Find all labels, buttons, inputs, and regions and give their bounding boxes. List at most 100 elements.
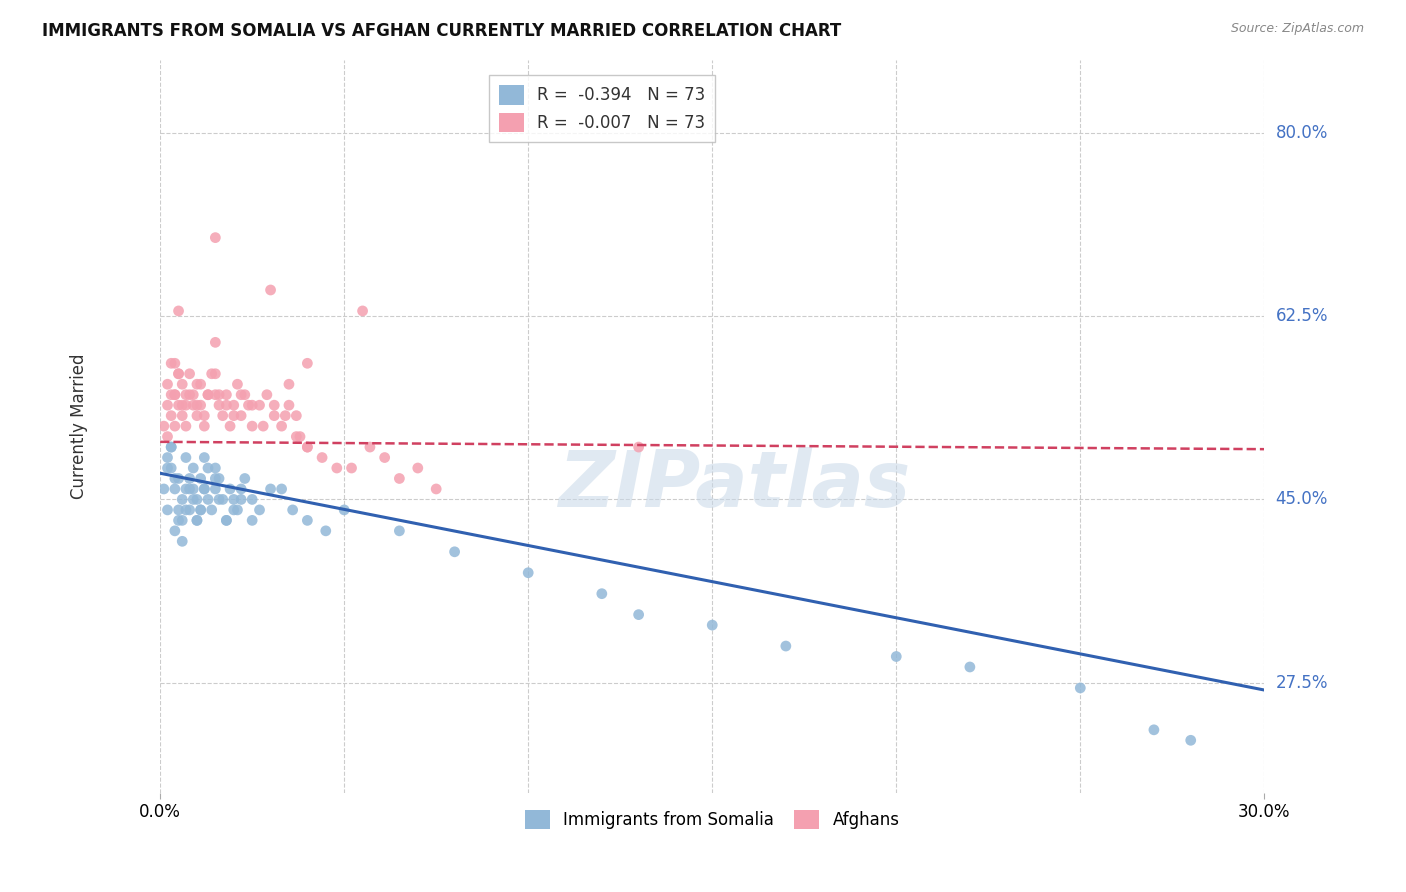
Point <box>627 440 650 454</box>
Point <box>211 492 233 507</box>
Point <box>226 377 249 392</box>
Point <box>240 419 263 434</box>
Point <box>281 503 304 517</box>
Point <box>163 482 186 496</box>
Point <box>179 471 201 485</box>
Text: Source: ZipAtlas.com: Source: ZipAtlas.com <box>1230 22 1364 36</box>
Point <box>256 388 278 402</box>
Point <box>204 230 226 244</box>
Point <box>172 534 194 549</box>
Point <box>263 409 285 423</box>
Point <box>193 450 215 465</box>
Point <box>425 482 447 496</box>
Point <box>215 513 238 527</box>
Point <box>333 503 356 517</box>
Point <box>1069 681 1091 695</box>
Point <box>215 388 238 402</box>
Point <box>172 409 194 423</box>
Point <box>163 524 186 538</box>
Point <box>172 377 194 392</box>
Point <box>156 429 179 443</box>
Point <box>233 471 256 485</box>
Point <box>702 618 724 632</box>
Point <box>204 388 226 402</box>
Point <box>156 377 179 392</box>
Point <box>193 409 215 423</box>
Point <box>215 513 238 527</box>
Point <box>167 503 190 517</box>
Point <box>352 304 374 318</box>
Point <box>222 492 245 507</box>
Point <box>167 367 190 381</box>
Point <box>406 461 429 475</box>
Point <box>1180 733 1202 747</box>
Point <box>229 409 252 423</box>
Point <box>193 419 215 434</box>
Point <box>263 398 285 412</box>
Point <box>190 471 212 485</box>
Point <box>179 482 201 496</box>
Point <box>627 607 650 622</box>
Point <box>259 283 281 297</box>
Point <box>197 492 219 507</box>
Point <box>153 419 176 434</box>
Point <box>222 409 245 423</box>
Text: 80.0%: 80.0% <box>1275 124 1327 142</box>
Point <box>226 503 249 517</box>
Point <box>222 503 245 517</box>
Point <box>174 482 197 496</box>
Text: 27.5%: 27.5% <box>1275 673 1327 691</box>
Point <box>186 492 208 507</box>
Point <box>208 388 231 402</box>
Point <box>229 388 252 402</box>
Point <box>179 388 201 402</box>
Point <box>240 492 263 507</box>
Point <box>174 388 197 402</box>
Point <box>163 388 186 402</box>
Point <box>186 409 208 423</box>
Point <box>193 482 215 496</box>
Point <box>172 398 194 412</box>
Text: Currently Married: Currently Married <box>70 353 89 499</box>
Point <box>359 440 381 454</box>
Point <box>160 440 183 454</box>
Point <box>215 398 238 412</box>
Point <box>249 503 271 517</box>
Point <box>167 513 190 527</box>
Point <box>190 503 212 517</box>
Point <box>174 450 197 465</box>
Point <box>443 545 465 559</box>
Point <box>160 409 183 423</box>
Point <box>249 398 271 412</box>
Point <box>163 388 186 402</box>
Point <box>197 388 219 402</box>
Point <box>591 587 613 601</box>
Point <box>160 461 183 475</box>
Point <box>297 440 319 454</box>
Point <box>297 356 319 370</box>
Point <box>174 503 197 517</box>
Point <box>181 482 204 496</box>
Point <box>204 367 226 381</box>
Point <box>775 639 797 653</box>
Point <box>201 503 224 517</box>
Point <box>163 471 186 485</box>
Point <box>297 513 319 527</box>
Point <box>315 524 337 538</box>
Point <box>197 388 219 402</box>
Point <box>288 429 311 443</box>
Point <box>179 503 201 517</box>
Point <box>181 492 204 507</box>
Point <box>240 398 263 412</box>
Point <box>238 398 260 412</box>
Text: 45.0%: 45.0% <box>1275 491 1327 508</box>
Point <box>153 482 176 496</box>
Point <box>240 513 263 527</box>
Point <box>197 461 219 475</box>
Point <box>179 367 201 381</box>
Point <box>201 367 224 381</box>
Point <box>211 409 233 423</box>
Point <box>285 429 308 443</box>
Point <box>204 482 226 496</box>
Point <box>219 419 242 434</box>
